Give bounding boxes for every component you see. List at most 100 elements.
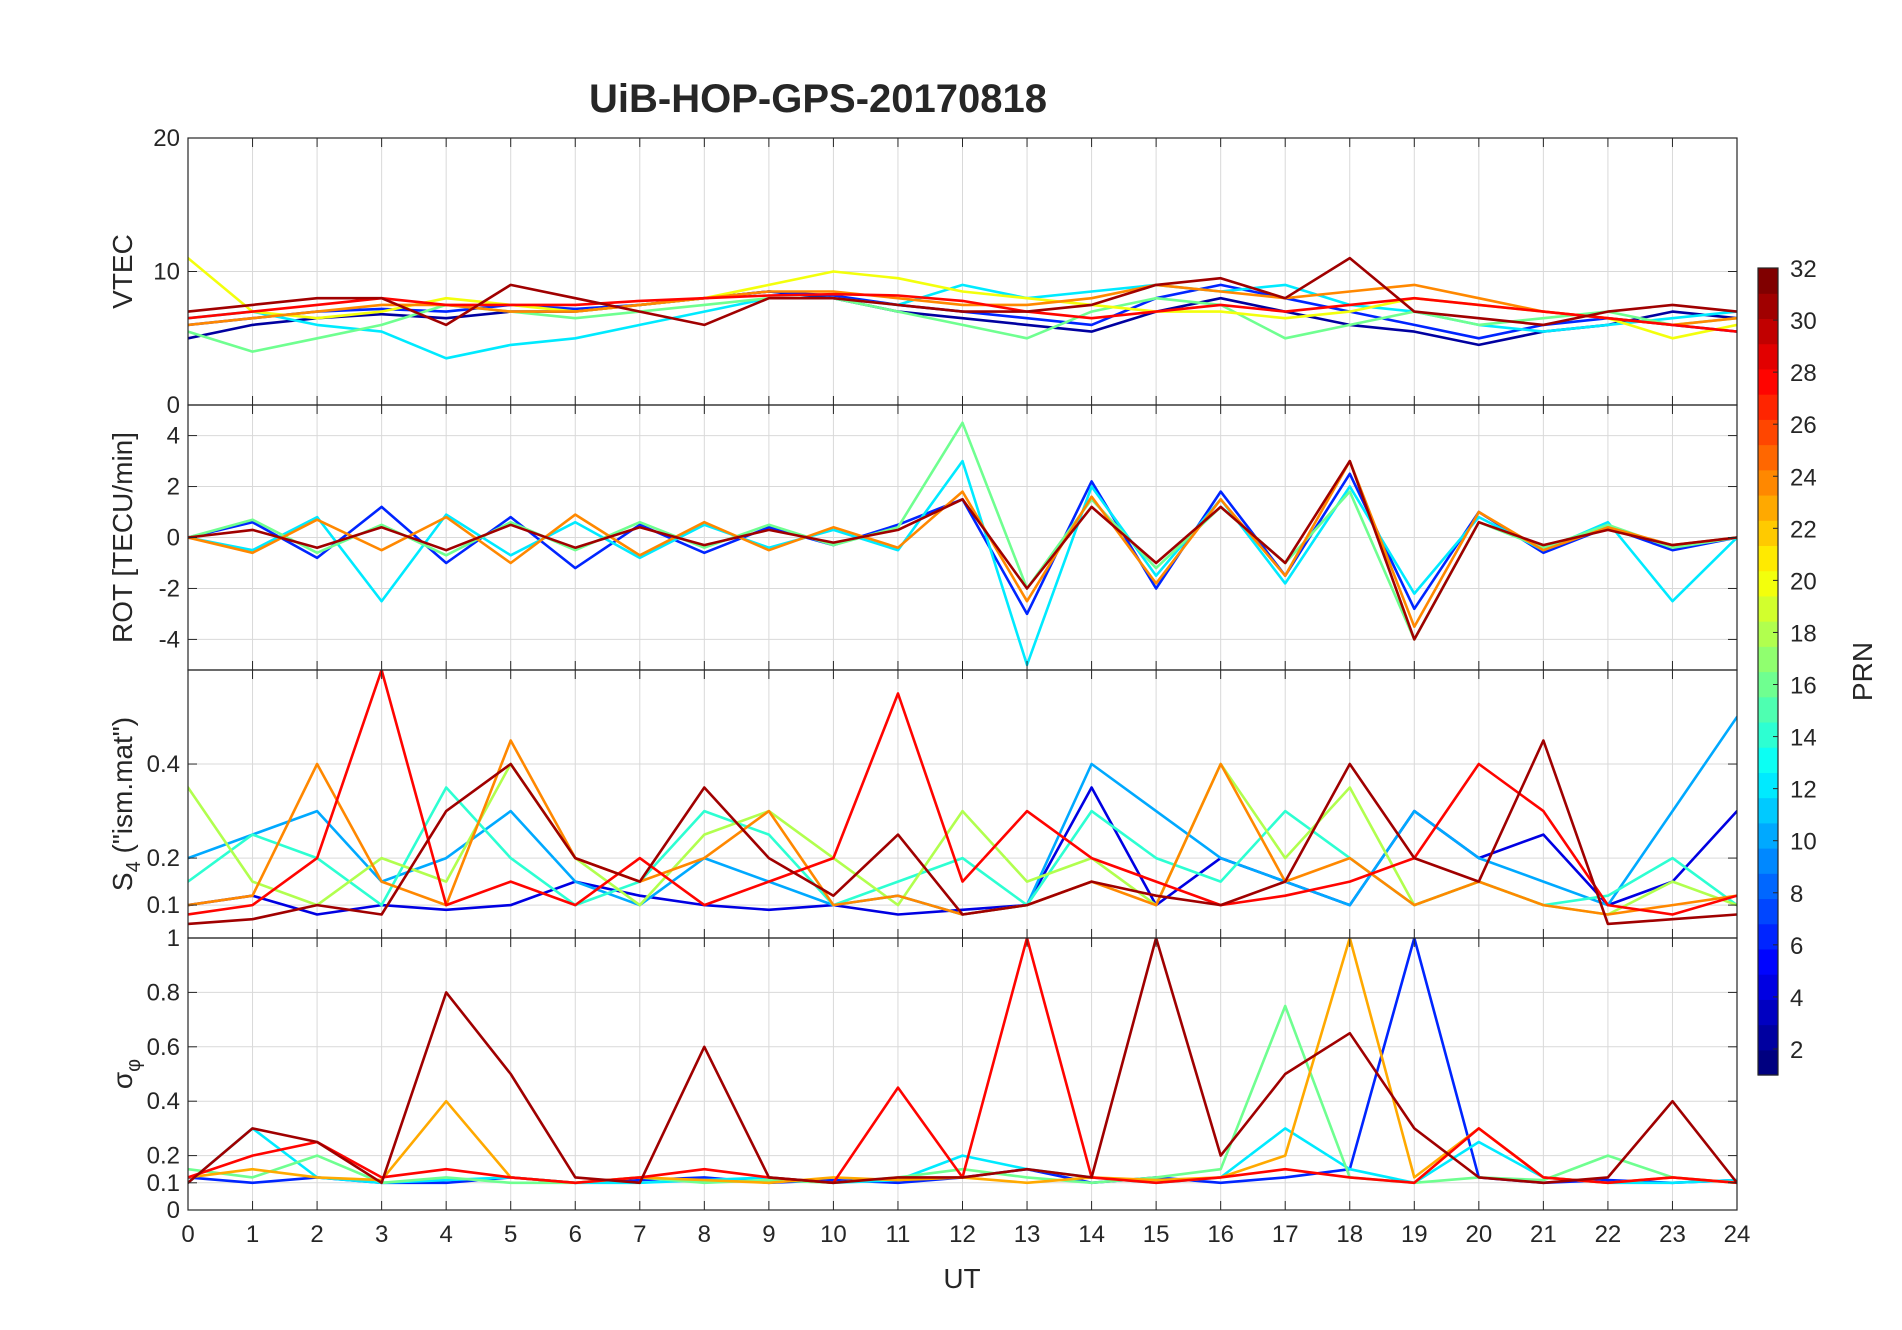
y-tick-label: 0.1 [147,892,180,919]
colorbar-tick-label: 26 [1790,412,1817,439]
y-tick-label: 0.8 [147,979,180,1006]
y-tick-label: 2 [167,474,180,501]
y-tick-label: 0 [167,392,180,419]
panel-3: 0.10.20.4S4 ("ism.mat") [107,669,1738,939]
y-tick-label: 0.4 [147,751,180,778]
colorbar-segment [1758,999,1778,1026]
colorbar-tick-label: 28 [1790,360,1817,387]
colorbar-segment [1758,419,1778,446]
x-tick-label: 17 [1272,1221,1299,1248]
y-tick-label: 1 [167,925,180,952]
colorbar-segment [1758,444,1778,471]
x-tick-label: 22 [1595,1221,1622,1248]
series-prn-28 [188,670,1737,916]
colorbar-segment [1758,822,1778,849]
x-tick-label: 7 [633,1221,646,1248]
colorbar-label: PRN [1847,642,1878,701]
colorbar-segment [1758,368,1778,395]
series-prn-28 [188,292,1737,333]
x-axis-label: UT [943,1263,980,1294]
y-axis-label: VTEC [107,234,138,309]
series-group [188,421,1737,667]
x-tick-label: 13 [1014,1221,1041,1248]
colorbar-segment [1758,545,1778,572]
colorbar-tick-label: 8 [1790,881,1803,908]
y-tick-label: 20 [153,125,180,152]
colorbar-segment [1758,1049,1778,1076]
colorbar-segment [1758,948,1778,975]
x-tick-label: 20 [1465,1221,1492,1248]
colorbar-segment [1758,721,1778,748]
x-tick-label: 19 [1401,1221,1428,1248]
y-tick-label: 0 [167,1197,180,1224]
series-group [188,670,1737,926]
panel-2: -4 -2 0 2 4 ROT [TECU/min] [107,404,1738,671]
series-prn-31 [188,459,1737,641]
x-tick-label: 23 [1659,1221,1686,1248]
colorbar-segment [1758,293,1778,320]
x-tick-label: 9 [762,1221,775,1248]
x-tick-label: 1 [246,1221,259,1248]
series-prn-24 [188,459,1737,628]
series-prn-31 [188,256,1737,327]
x-tick-label: 24 [1724,1221,1751,1248]
colorbar-segment [1758,1024,1778,1051]
x-tick-label: 8 [698,1221,711,1248]
colorbar-segment [1758,520,1778,547]
colorbar-segment [1758,268,1778,294]
colorbar-segment [1758,494,1778,521]
colorbar-tick-label: 32 [1790,256,1817,283]
series-prn-31 [188,938,1737,1185]
colorbar-segment [1758,747,1778,773]
y-tick-label: -4 [159,626,180,653]
colorbar-segment [1758,797,1778,824]
x-tick-label: 11 [885,1221,910,1248]
colorbar-segment [1758,469,1778,496]
colorbar-segment [1758,646,1778,673]
colorbar-tick-label: 4 [1790,985,1803,1012]
x-tick-label: 2 [310,1221,323,1248]
colorbar-segment [1758,898,1778,925]
colorbar-tick-label: 10 [1790,829,1817,856]
colorbar-tick-label: 2 [1790,1037,1803,1064]
y-tick-label: -2 [159,575,180,602]
colorbar-tick-label: 18 [1790,620,1817,647]
x-tick-label: 4 [439,1221,452,1248]
y-tick-label: 4 [167,423,180,450]
colorbar-segment [1758,394,1778,420]
colorbar-segment [1758,974,1778,1000]
colorbar-segment [1758,621,1778,647]
colorbar-segment [1758,318,1778,345]
y-axis-label: ROT [TECU/min] [107,432,138,643]
colorbar-segment [1758,343,1778,370]
x-tick-label: 16 [1207,1221,1234,1248]
colorbar-segment [1758,570,1778,597]
x-tick-label: 14 [1078,1221,1105,1248]
series-prn-12 [188,459,1737,667]
series-group [188,256,1737,360]
colorbar-segment [1758,696,1778,723]
x-tick-label: 3 [375,1221,388,1248]
y-axis-label-base: S [107,872,138,891]
y-tick-label: 0.6 [147,1034,180,1061]
x-tick-label: 12 [949,1221,976,1248]
y-tick-label: 0 [167,525,180,552]
colorbar-tick-label: 24 [1790,464,1817,491]
series-group [188,938,1737,1185]
colorbar-tick-label: 22 [1790,516,1817,543]
colorbar-box [1757,267,1779,1076]
x-tick-label: 21 [1530,1221,1557,1248]
y-tick-label: 0.2 [147,1143,180,1170]
y-tick-label: 0.2 [147,845,180,872]
y-tick-label: 0.1 [147,1170,180,1197]
x-tick-label: 18 [1336,1221,1363,1248]
series-prn-12 [188,1127,1737,1185]
colorbar-segment [1758,772,1778,799]
y-tick-label: 0.4 [147,1088,180,1115]
colorbar-tick-label: 30 [1790,308,1817,335]
colorbar-segment [1758,923,1778,950]
colorbar-tick-label: 12 [1790,777,1817,804]
